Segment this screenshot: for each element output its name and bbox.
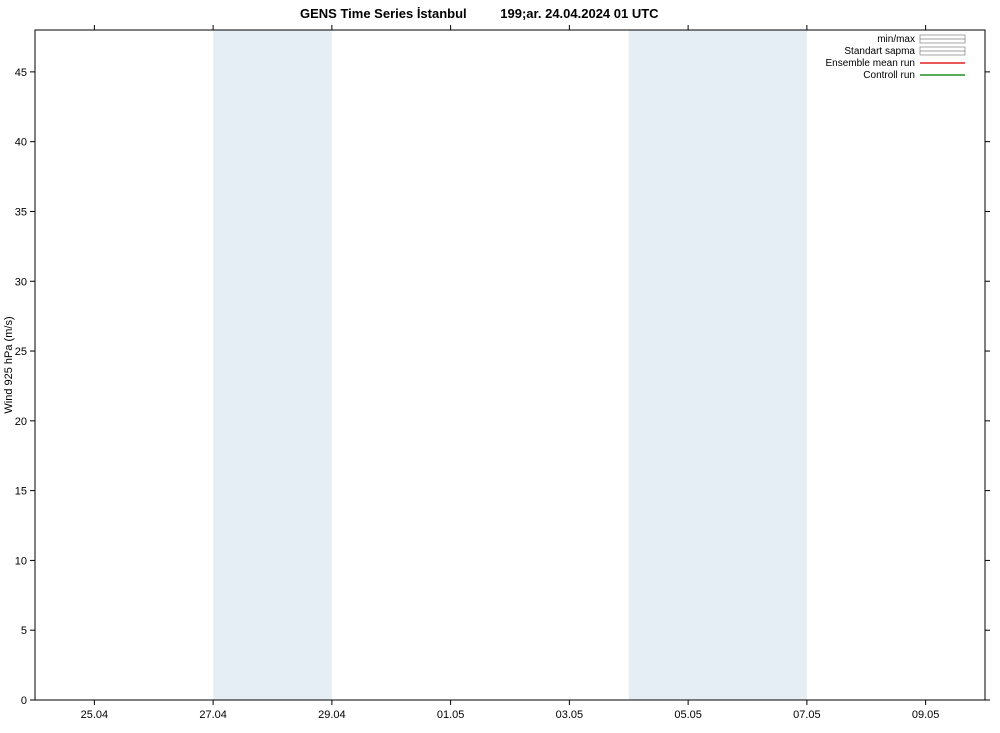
xtick-label: 05.05: [674, 709, 702, 721]
xtick-label: 03.05: [556, 709, 584, 721]
ytick-label: 20: [15, 416, 27, 428]
xtick-label: 29.04: [318, 709, 346, 721]
xtick-label: 27.04: [199, 709, 227, 721]
shaded-band: [213, 30, 332, 700]
ytick-label: 0: [21, 695, 27, 707]
y-axis-label: Wind 925 hPa (m/s): [3, 316, 15, 413]
ytick-label: 15: [15, 486, 27, 498]
ytick-label: 45: [15, 67, 27, 79]
xtick-label: 07.05: [793, 709, 821, 721]
xtick-label: 09.05: [912, 709, 940, 721]
legend-label: Ensemble mean run: [826, 58, 916, 69]
ytick-label: 40: [15, 137, 27, 149]
ytick-label: 10: [15, 555, 27, 567]
xtick-label: 25.04: [81, 709, 109, 721]
plot-background: [35, 30, 985, 700]
legend-label: Standart sapma: [844, 46, 915, 57]
legend-label: min/max: [877, 34, 915, 45]
ytick-label: 25: [15, 346, 27, 358]
ytick-label: 5: [21, 625, 27, 637]
ytick-label: 35: [15, 206, 27, 218]
legend-label: Controll run: [863, 70, 915, 81]
xtick-label: 01.05: [437, 709, 465, 721]
shaded-band: [629, 30, 807, 700]
ytick-label: 30: [15, 276, 27, 288]
wind-chart: 0 5 10 15 20 25 30 35 40 45 25.04 27.04 29.04 01.05 03…: [0, 0, 1000, 733]
